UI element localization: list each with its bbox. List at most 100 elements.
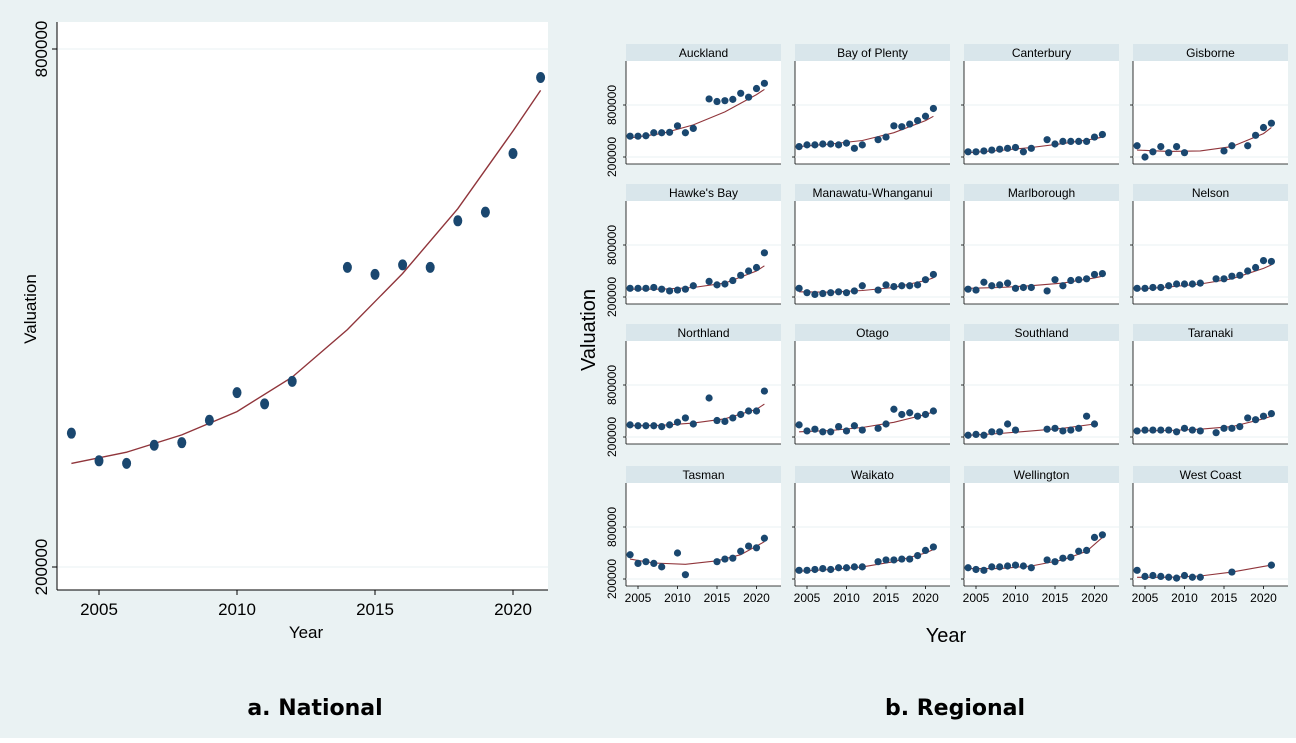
facet-data-point (858, 563, 866, 571)
facet-data-point (626, 421, 634, 429)
facet-data-point (811, 141, 819, 149)
data-point (177, 437, 187, 449)
facet-data-point (634, 559, 642, 568)
facet-strip (795, 44, 950, 61)
facet-data-point (689, 420, 697, 428)
facet-data-point (1019, 148, 1027, 156)
y-tick-label: 800000 (32, 21, 51, 78)
facet-title: Tasman (682, 468, 724, 482)
facet-data-point (874, 286, 882, 294)
facet-data-point (681, 571, 690, 579)
facet-strip (964, 466, 1119, 483)
facet-data-point (980, 278, 988, 286)
facet-data-point (650, 422, 658, 430)
x-tick-label: 2020 (494, 600, 532, 619)
facet-plot-area (795, 201, 950, 304)
facet-data-point (803, 566, 811, 574)
facet-data-point (1228, 568, 1236, 576)
facet-data-point (713, 416, 721, 425)
facet-x-tick-label: 2020 (743, 591, 770, 605)
facet-data-point (1141, 284, 1149, 292)
facet-x-tick-label: 2020 (1081, 591, 1108, 605)
facet-data-point (890, 283, 898, 291)
facet-data-point (882, 420, 890, 428)
facet-data-point (850, 287, 859, 295)
facet-data-point (811, 565, 819, 574)
facet-title: Taranaki (1188, 326, 1233, 340)
facet-hawke-s-bay: Hawke's Bay 200000 800000 (605, 184, 781, 317)
facet-data-point (1149, 148, 1157, 156)
facet-title: Hawke's Bay (669, 186, 738, 200)
y-axis-label: Valuation (21, 274, 40, 344)
facet-plot-area (626, 61, 781, 164)
facet-data-point (921, 276, 930, 284)
facet-data-point (666, 287, 674, 295)
facet-data-point (827, 565, 835, 574)
facet-data-point (1004, 144, 1012, 152)
facet-data-point (858, 282, 866, 290)
facet-data-point (1196, 427, 1204, 435)
facet-data-point (642, 558, 650, 566)
facet-data-point (1157, 426, 1165, 434)
facet-data-point (929, 543, 938, 551)
facet-data-point (850, 144, 859, 152)
facet-data-point (1051, 140, 1059, 148)
facet-data-point (729, 414, 737, 422)
facet-data-point (673, 549, 682, 557)
facet-data-point (1267, 119, 1275, 127)
facet-data-point (729, 276, 737, 285)
facet-title: Manawatu-Whanganui (812, 186, 932, 200)
facet-data-point (996, 145, 1004, 153)
facet-plot-area (964, 341, 1119, 444)
facet-data-point (737, 89, 745, 97)
facet-data-point (666, 421, 674, 429)
facet-data-point (658, 423, 666, 431)
data-point (260, 398, 270, 410)
facet-data-point (921, 410, 930, 419)
facet-data-point (760, 79, 769, 87)
facet-data-point (1067, 426, 1075, 434)
facet-data-point (890, 556, 898, 564)
facet-data-point (835, 423, 843, 431)
facet-plot-area (626, 341, 781, 444)
facet-data-point (681, 285, 690, 293)
facet-data-point (874, 136, 882, 144)
facet-data-point (737, 271, 745, 279)
facet-data-point (1011, 426, 1020, 434)
facet-data-point (914, 552, 922, 560)
facet-data-point (713, 281, 721, 289)
facet-data-point (1027, 564, 1035, 572)
facet-data-point (1051, 276, 1059, 284)
x-axis-label: Year (289, 623, 324, 642)
facet-y-tick-label: 800000 (605, 507, 619, 547)
facet-data-point (1098, 270, 1106, 278)
facet-data-point (996, 563, 1004, 571)
facet-data-point (996, 428, 1004, 436)
facet-gisborne: Gisborne (1130, 44, 1288, 165)
facet-data-point (1075, 276, 1083, 284)
regional-x-axis-label: Year (926, 625, 967, 647)
facet-x-tick-label: 2005 (1132, 591, 1159, 605)
facet-data-point (803, 289, 811, 297)
data-point (398, 259, 408, 271)
facet-data-point (914, 412, 922, 420)
facet-data-point (1180, 571, 1189, 580)
facet-data-point (1083, 412, 1091, 420)
facet-data-point (1043, 136, 1051, 144)
facet-data-point (929, 407, 938, 415)
facet-plot-area (1133, 61, 1288, 164)
facet-data-point (921, 546, 930, 555)
facet-data-point (1043, 556, 1051, 564)
facet-x-tick-label: 2005 (963, 591, 990, 605)
facet-x-tick-label: 2015 (1042, 591, 1069, 605)
facet-data-point (673, 418, 682, 426)
facet-data-point (842, 139, 851, 147)
facet-data-point (980, 566, 988, 574)
facet-x-tick-label: 2015 (1211, 591, 1238, 605)
facet-data-point (1188, 280, 1196, 288)
facet-data-point (906, 409, 914, 417)
facet-x-tick-label: 2015 (873, 591, 900, 605)
x-tick-label: 2005 (80, 600, 118, 619)
facet-waikato: Waikato 2005 2010 2015 2020 (792, 466, 950, 605)
facet-data-point (1236, 271, 1244, 279)
